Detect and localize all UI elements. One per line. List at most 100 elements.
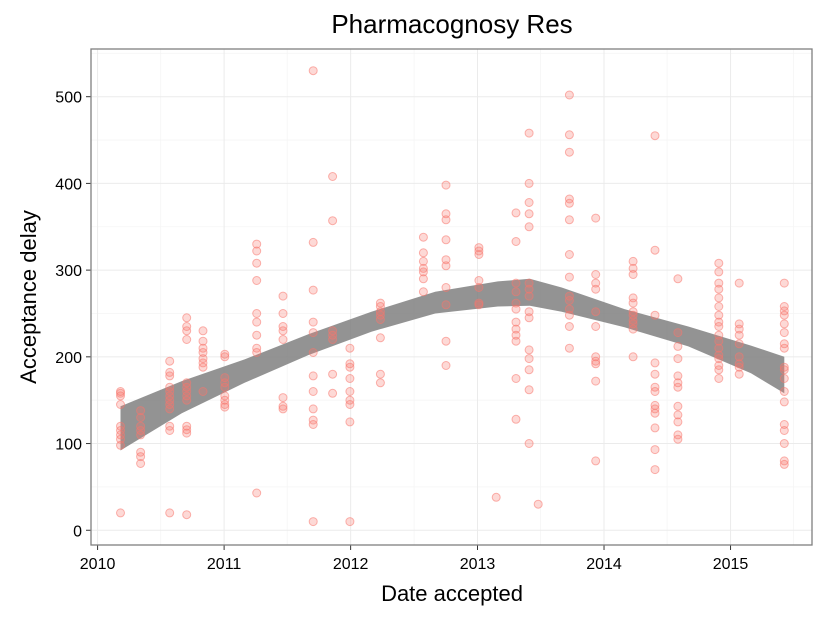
data-point xyxy=(524,385,534,395)
data-point xyxy=(564,90,574,100)
data-point xyxy=(714,302,724,311)
data-point xyxy=(591,270,601,279)
data-point xyxy=(345,374,355,383)
data-point xyxy=(220,373,230,383)
chart-title: Pharmacognosy Res xyxy=(331,9,572,39)
data-point xyxy=(673,430,683,440)
data-point xyxy=(779,339,789,349)
data-point xyxy=(182,428,192,438)
data-point xyxy=(278,335,288,344)
data-point xyxy=(673,401,683,411)
y-tick-label: 400 xyxy=(55,176,82,193)
data-point xyxy=(734,339,744,349)
data-point xyxy=(524,345,534,355)
data-point xyxy=(524,198,534,207)
data-point xyxy=(182,313,192,323)
data-point xyxy=(328,388,338,398)
data-point xyxy=(714,267,724,277)
data-point xyxy=(474,283,484,292)
data-point xyxy=(714,343,724,353)
data-point xyxy=(511,208,521,218)
x-tick-label: 2011 xyxy=(207,556,242,573)
data-point xyxy=(673,341,683,351)
data-point xyxy=(198,387,208,396)
data-point xyxy=(673,410,683,420)
y-tick-label: 0 xyxy=(73,523,82,540)
data-point xyxy=(328,216,338,226)
data-point xyxy=(220,391,230,401)
data-point xyxy=(524,222,534,232)
data-point xyxy=(474,246,484,256)
data-point xyxy=(628,270,638,279)
data-point xyxy=(136,421,146,431)
x-tick-label: 2015 xyxy=(713,556,749,573)
data-point xyxy=(564,215,574,225)
data-point xyxy=(511,287,521,297)
data-point xyxy=(165,356,175,366)
data-point xyxy=(564,304,574,314)
data-point xyxy=(591,278,601,288)
data-point xyxy=(714,317,724,327)
data-point xyxy=(564,272,574,282)
data-point xyxy=(116,421,125,431)
data-point xyxy=(714,350,724,360)
data-point xyxy=(252,488,262,498)
data-point xyxy=(278,322,288,331)
data-point xyxy=(116,387,125,396)
data-point xyxy=(441,235,451,245)
data-point xyxy=(375,378,385,388)
data-point xyxy=(308,387,318,396)
data-point xyxy=(252,309,262,318)
data-point xyxy=(116,400,125,409)
data-point xyxy=(714,293,724,303)
data-point xyxy=(524,291,534,301)
data-point xyxy=(650,445,660,455)
data-point xyxy=(779,319,789,329)
data-point xyxy=(511,298,521,308)
data-point xyxy=(591,359,601,369)
data-point xyxy=(564,194,574,204)
data-point xyxy=(779,456,789,466)
data-point xyxy=(375,302,385,311)
data-point xyxy=(136,413,146,422)
data-point xyxy=(650,369,660,379)
data-point xyxy=(714,310,724,320)
data-point xyxy=(198,354,208,364)
data-point xyxy=(116,508,125,518)
data-point xyxy=(418,248,428,258)
data-point xyxy=(650,245,660,255)
data-point xyxy=(165,508,175,518)
data-point xyxy=(252,276,262,285)
data-point xyxy=(441,283,451,292)
data-point xyxy=(328,326,338,336)
y-tick-label: 300 xyxy=(55,263,82,280)
data-point xyxy=(252,330,262,340)
data-point xyxy=(650,423,660,433)
data-point xyxy=(524,307,534,317)
data-point xyxy=(734,330,744,340)
data-point xyxy=(252,317,262,327)
data-point xyxy=(524,128,534,138)
data-point xyxy=(673,417,683,427)
data-point xyxy=(328,369,338,379)
data-point xyxy=(375,333,385,343)
data-point xyxy=(564,310,574,320)
data-point xyxy=(345,359,355,369)
data-point xyxy=(198,336,208,346)
data-point xyxy=(628,293,638,303)
data-point xyxy=(734,369,744,379)
data-point xyxy=(564,343,574,353)
data-point xyxy=(136,406,146,416)
data-point xyxy=(252,343,262,353)
data-point xyxy=(308,348,318,357)
data-point xyxy=(779,278,789,288)
data-point xyxy=(591,284,601,294)
data-point xyxy=(418,232,428,242)
data-point xyxy=(591,376,601,386)
data-point xyxy=(628,307,638,317)
data-point xyxy=(650,400,660,410)
data-point xyxy=(441,255,451,265)
data-point xyxy=(328,172,338,181)
x-tick-label: 2014 xyxy=(586,556,622,573)
